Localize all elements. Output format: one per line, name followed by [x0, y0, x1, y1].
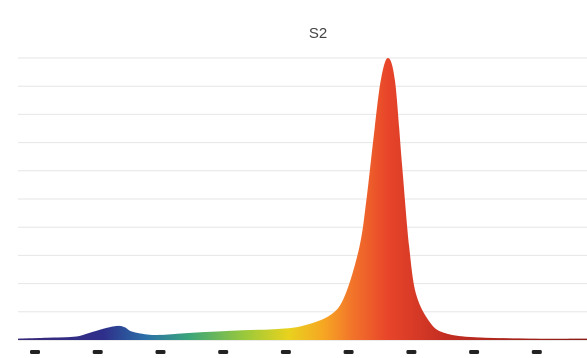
x-tick [406, 350, 417, 354]
x-tick [280, 350, 291, 354]
x-tick [92, 350, 103, 354]
x-tick [218, 350, 229, 354]
x-tick [531, 350, 542, 354]
x-tick [343, 350, 354, 354]
x-tick [469, 350, 480, 354]
x-tick [155, 350, 166, 354]
gridlines [18, 57, 587, 341]
x-axis-ticks [30, 350, 542, 354]
x-tick [30, 350, 40, 354]
chart-title: S2 [309, 25, 327, 42]
